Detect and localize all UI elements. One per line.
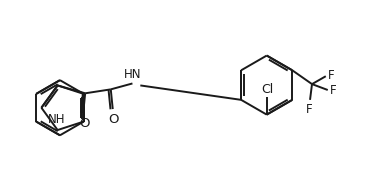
Text: O: O — [108, 113, 119, 126]
Text: HN: HN — [124, 68, 141, 81]
Text: F: F — [306, 103, 312, 116]
Text: O: O — [79, 117, 90, 130]
Text: NH: NH — [48, 113, 65, 126]
Text: Cl: Cl — [262, 83, 274, 96]
Text: F: F — [328, 69, 334, 82]
Text: F: F — [330, 83, 336, 96]
